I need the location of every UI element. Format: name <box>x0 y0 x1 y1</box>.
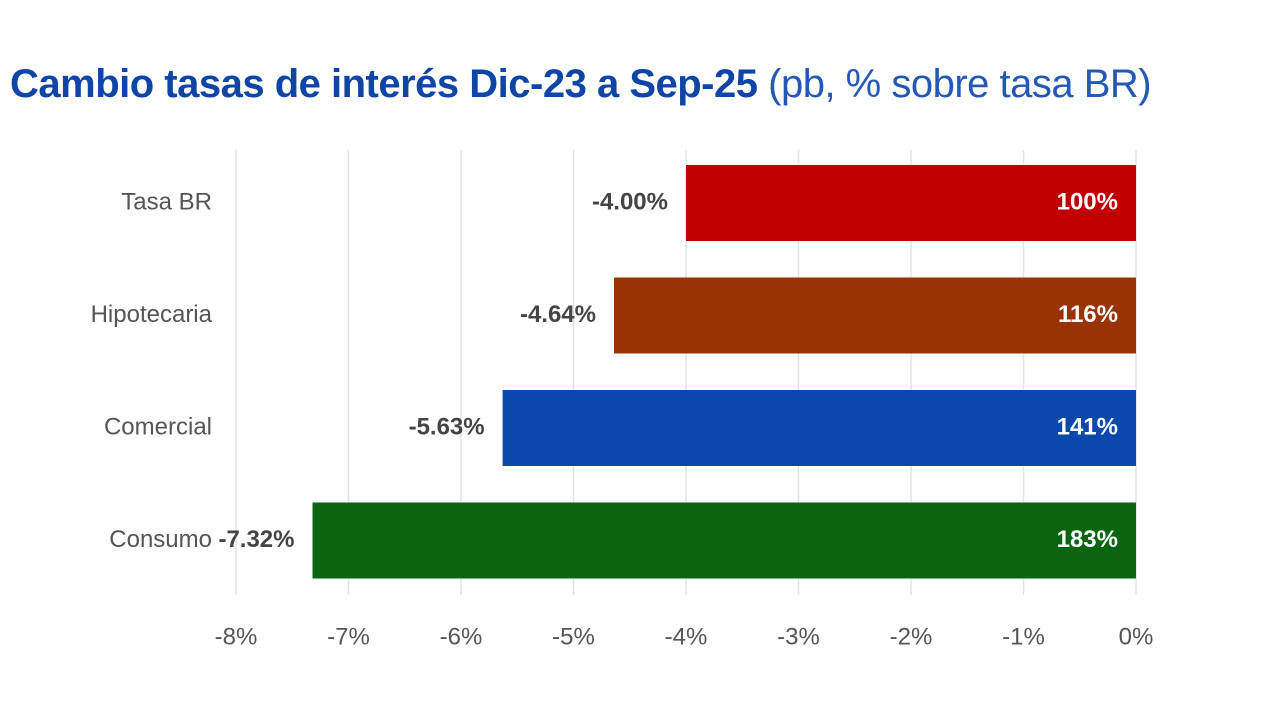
x-tick-label: -5% <box>552 623 595 650</box>
x-tick-label: -1% <box>1002 623 1045 650</box>
x-axis-ticks: -8% -7% -6% -5% -4% -3% -2% -1% 0% <box>215 623 1154 650</box>
value-label: -4.64% <box>520 301 596 328</box>
category-labels: Tasa BR Hipotecaria Comercial Consumo <box>91 188 213 553</box>
bar <box>614 277 1136 354</box>
chart-title-main: Cambio tasas de interés Dic-23 a Sep-25 <box>10 62 758 106</box>
ratio-label: 183% <box>1057 526 1118 553</box>
ratio-label: 116% <box>1058 301 1118 328</box>
x-tick-label: 0% <box>1119 623 1154 650</box>
bar <box>502 390 1136 466</box>
bar <box>686 165 1136 241</box>
x-tick-label: -4% <box>665 623 708 650</box>
category-label: Hipotecaria <box>91 301 213 328</box>
category-label: Comercial <box>104 413 212 440</box>
chart-subtitle: (pb, % sobre tasa BR) <box>768 62 1152 106</box>
category-label: Tasa BR <box>121 188 212 215</box>
value-label: -5.63% <box>409 413 485 440</box>
data-labels: -4.00% 100% -4.64% 116% -5.63% 141% -7.32% 183% <box>218 188 1118 553</box>
x-tick-label: -2% <box>890 623 933 650</box>
chart-title: Cambio tasas de interés Dic-23 a Sep-25 … <box>10 58 1152 110</box>
category-label: Consumo <box>109 526 212 553</box>
value-label: -7.32% <box>218 526 294 553</box>
value-label: -4.00% <box>592 188 668 215</box>
ratio-label: 100% <box>1057 188 1118 215</box>
x-tick-label: -8% <box>215 623 258 650</box>
bar <box>312 502 1136 579</box>
bars <box>312 165 1136 579</box>
x-tick-label: -7% <box>327 623 370 650</box>
x-tick-label: -6% <box>440 623 483 650</box>
ratio-label: 141% <box>1057 413 1118 440</box>
x-tick-label: -3% <box>777 623 820 650</box>
